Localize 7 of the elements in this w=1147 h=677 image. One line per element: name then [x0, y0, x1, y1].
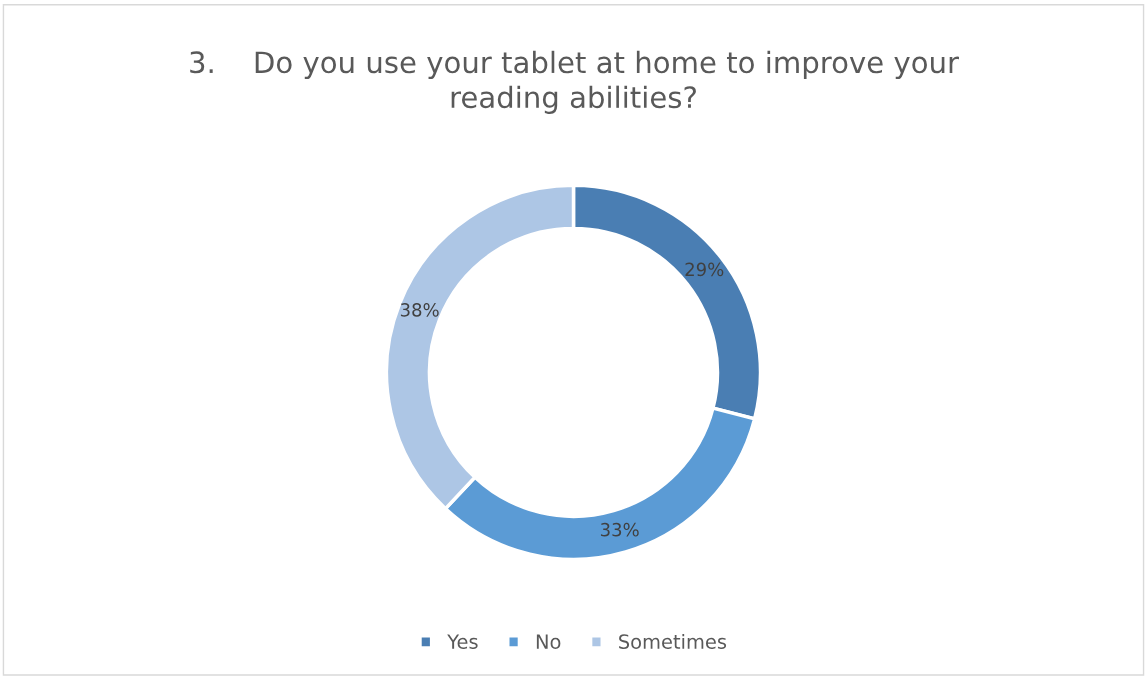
- chart-title: 3. Do you use your tablet at home to improve your reading abilities?: [190, 50, 960, 114]
- legend-label: Yes: [447, 634, 478, 649]
- legend-label: Sometimes: [619, 633, 727, 649]
- data-label: 38%: [400, 303, 439, 317]
- data-label: 33%: [600, 522, 639, 537]
- data-label: 29%: [685, 262, 724, 277]
- legend-label: No: [536, 634, 561, 649]
